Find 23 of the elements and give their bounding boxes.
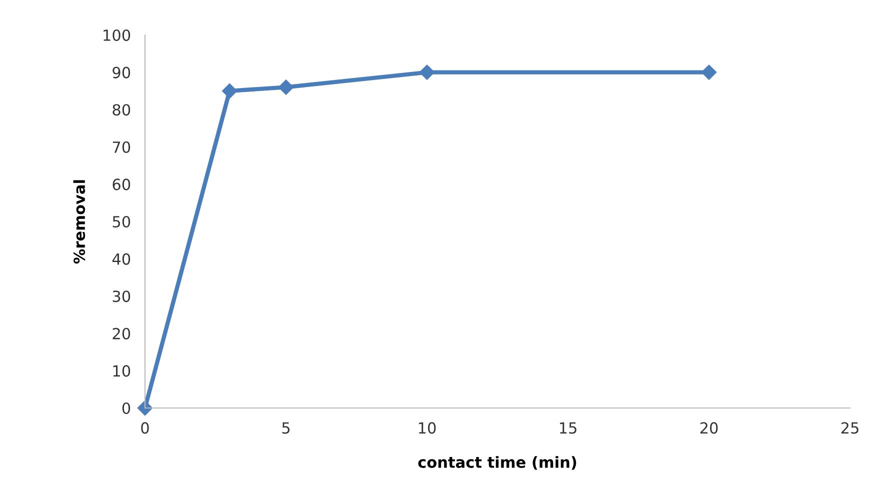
y-tick-label: 80 [112,104,130,116]
y-tick-label: 40 [112,253,130,265]
y-tick-label: 50 [112,216,130,228]
x-tick-label: 20 [700,422,718,434]
point [701,64,717,80]
x-tick-label: 5 [282,422,290,434]
y-tick-label: 70 [112,141,130,153]
point [419,64,435,80]
x-axis-title: contact time (min) [418,456,576,470]
point [222,83,238,99]
x-tick-label: 25 [841,422,858,434]
y-tick-label: 30 [112,290,130,302]
y-tick-label: 0 [122,402,130,414]
y-tick-label: 100 [104,29,130,42]
x-tick-label: 15 [560,422,576,434]
y-tick-label: 10 [113,365,130,377]
y-tick-label: 20 [112,328,130,340]
y-axis-title: %removal [73,180,86,264]
x-tick-label: 0 [141,422,149,434]
y-tick-label: 90 [112,66,130,78]
y-tick-label: 60 [112,178,130,190]
point [278,80,294,95]
x-tick-label: 10 [418,422,436,434]
